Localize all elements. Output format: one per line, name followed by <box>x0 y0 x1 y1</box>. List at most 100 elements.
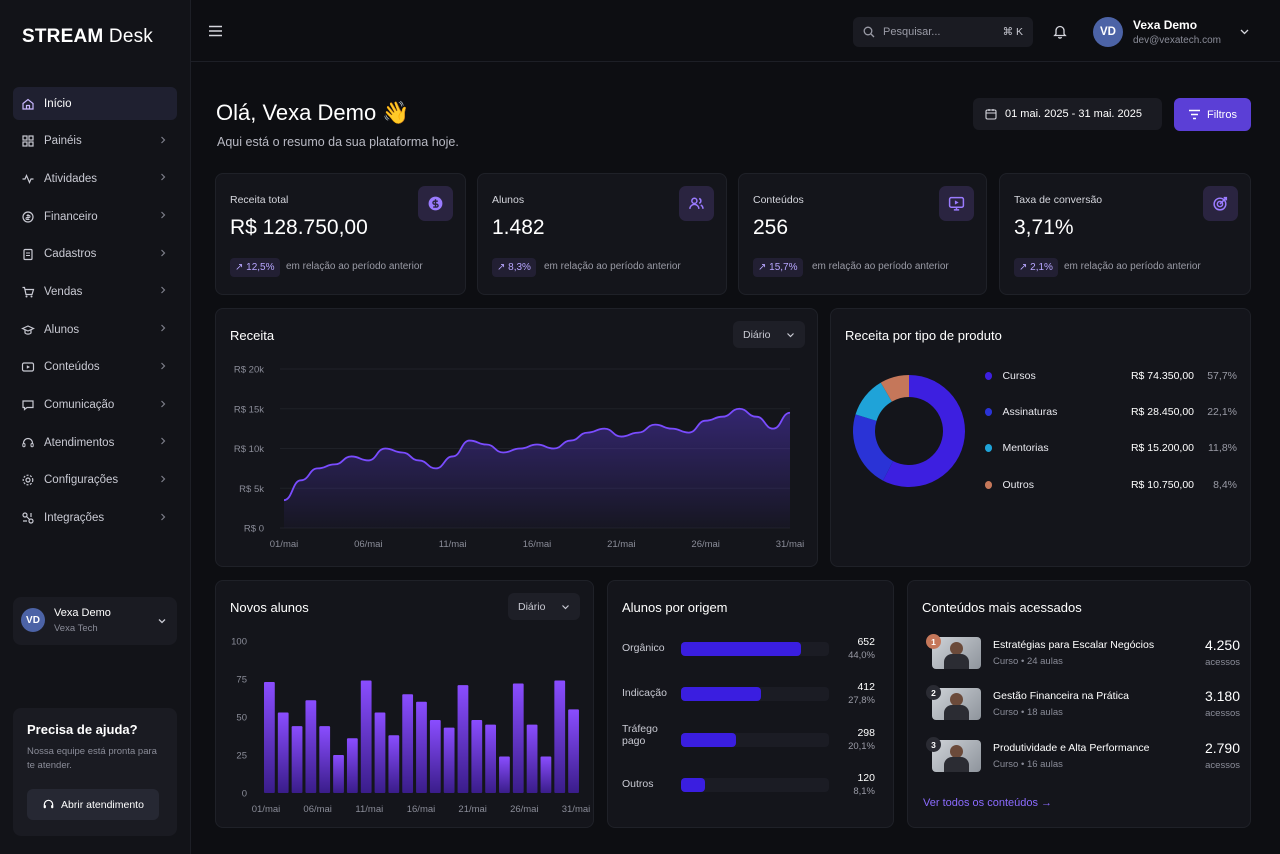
bar <box>388 735 400 793</box>
revenue-card: Receita Diário R$ 0 R$ 5k R$ 10k R$ 15k R$ 2… <box>215 308 818 567</box>
header-avatar[interactable]: VD <box>1093 17 1123 47</box>
header-user-name[interactable]: Vexa Demo <box>1133 18 1198 32</box>
product-title: Receita por tipo de produto <box>845 328 1002 343</box>
kpi-card: Receita total R$ 128.750,00 ↗ 12,5% em rela… <box>215 173 466 295</box>
chevron-right-icon <box>161 513 166 520</box>
revenue-title: Receita <box>230 328 275 343</box>
help-text: Nossa equipe está pronta para te atender… <box>27 746 157 771</box>
chevron-right-icon <box>161 362 166 370</box>
origin-percent: 8,1% <box>853 786 875 797</box>
origin-label: Orgânico <box>622 642 665 654</box>
bar <box>485 724 497 793</box>
filters-label: Filtros <box>1207 108 1237 121</box>
bar <box>346 738 358 793</box>
x-tick-label: 26/mai <box>691 539 720 550</box>
product-donut-chart <box>853 375 965 487</box>
view-all-contents-link[interactable]: Ver todos os conteúdos → <box>923 797 1053 809</box>
sidebar-item-message[interactable]: Comunicação <box>13 389 177 422</box>
bar <box>540 756 552 793</box>
search-input[interactable]: Pesquisar... ⌘ K <box>853 17 1033 47</box>
origin-label: Tráfego pago <box>622 723 658 747</box>
legend-name: Assinaturas <box>1002 406 1058 418</box>
sidebar-item-integration[interactable]: Integrações <box>13 502 177 535</box>
activity-icon <box>21 172 35 186</box>
content-list-item[interactable]: 2 Gestão Financeira na Prática Curso • 18 … <box>926 685 1240 725</box>
content-access-count: 4.250 <box>1204 637 1240 653</box>
legend-percent: 8,4% <box>1213 479 1237 491</box>
content-access-count: 3.180 <box>1204 688 1240 704</box>
bar <box>416 701 427 793</box>
date-range-label: 01 mai. 2025 - 31 mai. 2025 <box>1005 108 1142 120</box>
x-tick-label: 31/mai <box>562 804 591 815</box>
bar <box>305 700 317 793</box>
content-list-item[interactable]: 1 Estratégias para Escalar Negócios Curso … <box>926 634 1240 674</box>
content-title: Produtividade e Alta Performance <box>993 742 1150 754</box>
students-icon <box>21 323 35 337</box>
sidebar-user-company: Vexa Tech <box>54 623 98 634</box>
sidebar-item-label: Configurações <box>44 474 119 487</box>
filters-button[interactable]: Filtros <box>1174 98 1251 131</box>
origin-bar-track <box>681 687 829 701</box>
legend-value: R$ 74.350,00 <box>1130 370 1195 382</box>
sidebar-item-label: Atendimentos <box>44 436 115 449</box>
sidebar-nav: Início Painéis Atividades Financeiro Cadastr… <box>13 87 177 539</box>
x-tick-label: 16/mai <box>523 539 552 550</box>
sidebar-item-cart[interactable]: Vendas <box>13 275 177 308</box>
origin-bar <box>681 733 736 747</box>
revenue-period-select[interactable]: Diário <box>733 321 805 348</box>
product-card: Receita por tipo de produto Cursos R$ 74.… <box>830 308 1251 567</box>
kpi-footnote: em relação ao período anterior <box>544 261 681 272</box>
origin-count: 120 <box>857 772 875 784</box>
sidebar-item-label: Financeiro <box>44 210 98 223</box>
content-list-item[interactable]: 3 Produtividade e Alta Performance Curso •… <box>926 737 1240 777</box>
kpi-title: Taxa de conversão <box>1014 194 1103 206</box>
page-subtitle: Aqui está o resumo da sua plataforma hoj… <box>217 135 459 149</box>
chevron-down-icon[interactable] <box>1239 27 1250 37</box>
help-card: Precisa de ajuda? Nossa equipe está pron… <box>13 708 177 836</box>
bar <box>319 726 331 793</box>
sidebar-item-clipboard[interactable]: Cadastros <box>13 238 177 271</box>
sidebar-item-students[interactable]: Alunos <box>13 313 177 346</box>
x-tick-label: 26/mai <box>510 804 539 815</box>
app-logo[interactable]: STREAM Desk <box>22 26 153 47</box>
origin-count: 298 <box>857 727 875 739</box>
open-support-button[interactable]: Abrir atendimento <box>27 789 159 820</box>
new-students-title: Novos alunos <box>230 600 309 615</box>
sidebar-item-label: Painéis <box>44 135 82 148</box>
avatar: VD <box>21 608 45 632</box>
message-icon <box>21 398 35 412</box>
x-tick-label: 11/mai <box>355 804 383 815</box>
date-range-picker[interactable]: 01 mai. 2025 - 31 mai. 2025 <box>973 98 1162 130</box>
kpi-footnote: em relação ao período anterior <box>286 261 423 272</box>
y-tick-label: R$ 0 <box>244 524 264 535</box>
sidebar-item-grid[interactable]: Painéis <box>13 125 177 158</box>
kpi-value: 3,71% <box>1014 216 1074 239</box>
sidebar-item-gear[interactable]: Configurações <box>13 464 177 497</box>
donut-slice-outros <box>880 375 909 402</box>
kpi-change-badge: ↗ 15,7% <box>753 258 803 277</box>
sidebar-item-activity[interactable]: Atividades <box>13 162 177 195</box>
kpi-card: Taxa de conversão 3,71% ↗ 2,1% em relação a… <box>999 173 1251 295</box>
kpi-title: Receita total <box>230 194 289 206</box>
x-tick-label: 31/mai <box>776 539 805 550</box>
bell-icon[interactable] <box>1053 24 1067 39</box>
x-tick-label: 16/mai <box>407 804 436 815</box>
sidebar-item-support[interactable]: Atendimentos <box>13 426 177 459</box>
bar <box>333 755 344 793</box>
bar <box>471 720 483 793</box>
sidebar-item-finance[interactable]: Financeiro <box>13 200 177 233</box>
bar <box>277 712 289 793</box>
sidebar-item-home[interactable]: Início <box>13 87 177 120</box>
sidebar-user-card[interactable]: VD Vexa Demo Vexa Tech <box>13 597 177 645</box>
menu-icon[interactable] <box>208 25 223 37</box>
new-students-period-select[interactable]: Diário <box>508 593 580 620</box>
sidebar-item-content[interactable]: Conteúdos <box>13 351 177 384</box>
x-tick-label: 01/mai <box>252 804 281 815</box>
bar <box>457 685 469 793</box>
origin-bar-track <box>681 733 829 747</box>
donut-slice-cursos <box>882 375 965 487</box>
origin-percent: 44,0% <box>848 650 875 661</box>
calendar-icon <box>985 109 997 120</box>
sidebar-user-name: Vexa Demo <box>54 607 111 619</box>
bar <box>568 709 579 793</box>
